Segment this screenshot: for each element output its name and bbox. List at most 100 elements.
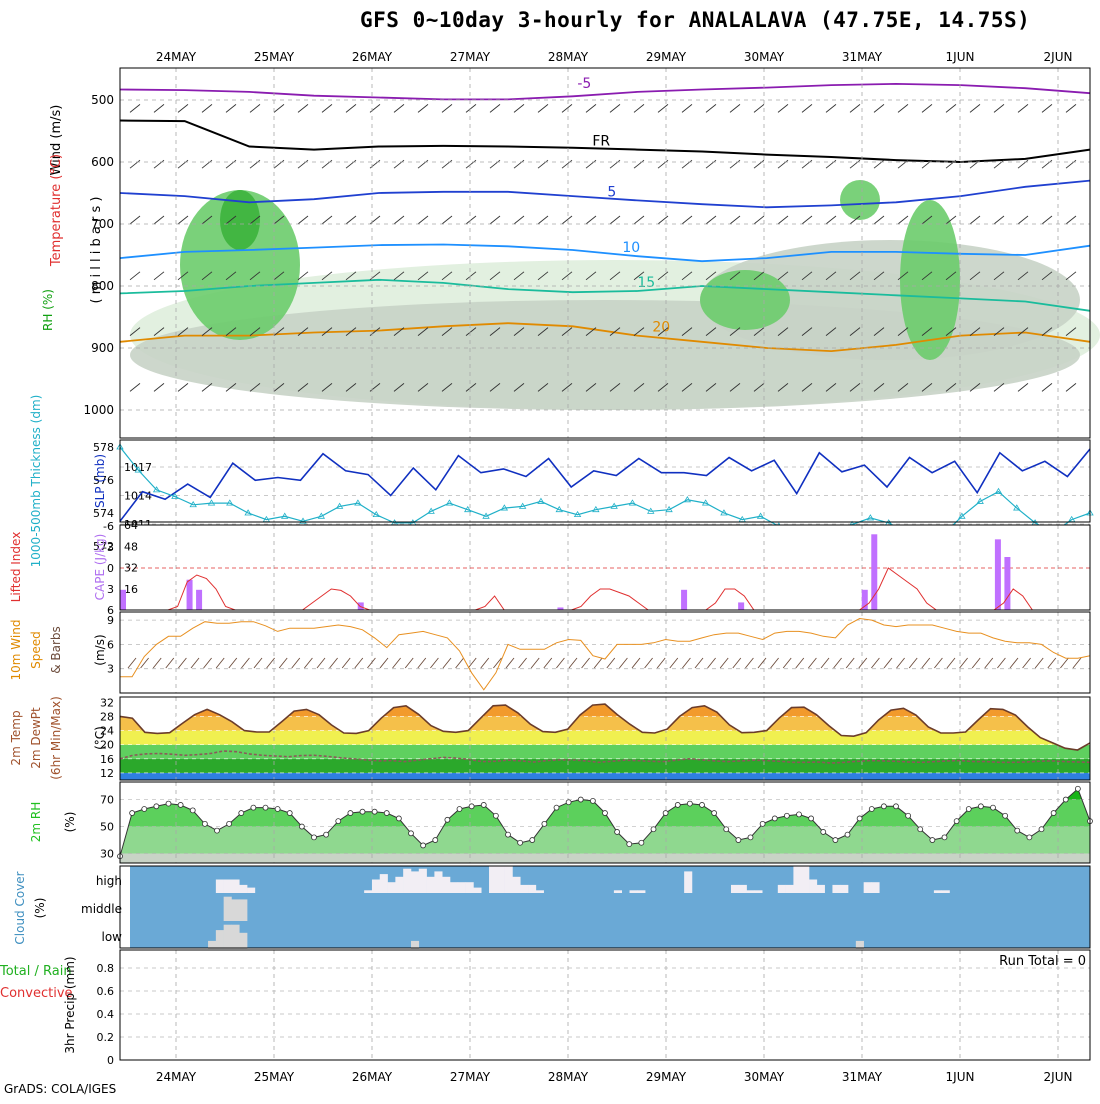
wind-barb <box>249 271 261 281</box>
cloud-cell <box>208 940 217 949</box>
rh-point <box>189 807 196 814</box>
date-label-bottom: 1JUN <box>946 1070 975 1084</box>
thickness-point <box>720 509 728 516</box>
wind-barb <box>537 104 549 113</box>
surface-wind-barb <box>404 657 414 669</box>
surface-wind-barb <box>505 657 515 669</box>
thickness-point <box>171 492 179 499</box>
cloud-cell <box>418 868 427 893</box>
rh-point <box>1014 827 1021 834</box>
rh-point <box>432 837 439 843</box>
wind-barb <box>729 327 741 336</box>
wind-barb <box>537 215 549 225</box>
axis-label-cape: CAPE (J/kg) <box>93 534 107 601</box>
wind-barb <box>465 159 477 169</box>
thickness-point <box>610 502 618 509</box>
wind-barb <box>753 383 765 392</box>
wind-barb <box>321 104 333 113</box>
cloud-cell <box>387 882 396 893</box>
temperature-frame <box>119 696 1091 781</box>
temperature-band <box>120 744 1090 759</box>
wind-barb <box>561 215 573 225</box>
wind-barb <box>969 215 981 225</box>
surface-wind-barb <box>820 657 830 669</box>
date-label-bottom: 2JUN <box>1044 1070 1073 1084</box>
date-label-bottom: 29MAY <box>646 1070 687 1084</box>
cape-bar <box>186 579 193 610</box>
wind-barb <box>993 104 1005 113</box>
wind-barb <box>393 327 405 336</box>
surface-wind-barb <box>367 657 376 669</box>
wind-barb <box>465 215 477 225</box>
wind-barb <box>1017 383 1029 392</box>
axis-label-slp: SLP (mb) <box>93 454 107 508</box>
cape-frame <box>119 524 1091 611</box>
chart-title: GFS 0~10day 3-hourly for ANALALAVA (47.7… <box>360 8 1031 32</box>
rh-point <box>371 808 378 815</box>
axis-label-dewpt: 2m DewPt <box>29 707 43 769</box>
wind-barb <box>273 271 285 281</box>
isotherm-line <box>119 322 1091 353</box>
isotherm-label: 5 <box>607 184 616 200</box>
wind-barb <box>1017 159 1029 169</box>
rh-green-region <box>900 200 960 360</box>
wind-barb <box>849 215 861 225</box>
wind-barb <box>249 159 261 169</box>
cape-bar <box>557 607 564 610</box>
axis-label-rh2m: 2m RH <box>29 802 43 843</box>
cloud-cell <box>223 879 232 893</box>
wind-barb <box>129 215 141 225</box>
rh-dark-green-region <box>220 190 260 250</box>
wind-barb <box>201 215 213 225</box>
wind-barb <box>201 104 213 113</box>
temperature-tick-label: 16 <box>100 753 114 766</box>
rh-tick-label: 50 <box>100 821 114 834</box>
wind-barb <box>1065 383 1077 392</box>
surface-wind-barb <box>455 657 464 669</box>
thickness-point <box>464 505 472 513</box>
date-label-bottom: 31MAY <box>842 1070 883 1084</box>
rh-point <box>990 804 996 811</box>
rh-point <box>577 796 584 803</box>
wind-barb <box>153 104 165 113</box>
wind-barb <box>489 215 501 225</box>
surface-wind-barb <box>971 657 981 669</box>
surface-wind-barb <box>354 657 364 669</box>
cloud-cell <box>371 879 381 893</box>
wind-barb <box>177 159 189 169</box>
axis-label-rh: RH (%) <box>41 289 55 331</box>
wind-barb <box>1065 104 1077 113</box>
wind-barb <box>825 383 837 392</box>
wind-barb <box>585 327 597 336</box>
wind-barb <box>513 215 525 225</box>
wind-barb <box>897 104 909 113</box>
temperature-mask <box>120 697 1090 750</box>
isotherm-line <box>119 278 1091 312</box>
wind-barb <box>753 159 765 169</box>
rh-point <box>735 837 742 843</box>
wind-barb <box>273 383 285 392</box>
thickness-point <box>299 517 307 524</box>
wind-barb <box>705 104 717 113</box>
wind-barb <box>441 383 453 392</box>
dewpoint-line <box>119 750 1091 764</box>
wind-barb <box>681 271 693 281</box>
wind-barb <box>345 271 357 281</box>
axis-label-cloud: Cloud Cover <box>13 871 27 944</box>
wind-barb <box>921 271 933 281</box>
thickness-point <box>500 504 509 511</box>
surface-wind-barb <box>858 657 868 669</box>
wind-barb <box>681 383 693 392</box>
precip-tick-label: 0 <box>107 1054 114 1067</box>
surface-wind-barb <box>707 657 716 669</box>
rh-point <box>796 811 802 818</box>
rh-point <box>844 831 851 838</box>
thickness-point <box>994 487 1003 494</box>
wind-barb <box>849 159 861 169</box>
rh-point <box>541 820 548 827</box>
wind-barb <box>753 271 765 281</box>
rh-point <box>323 831 330 838</box>
surface-wind-barb <box>568 657 578 669</box>
wind-barb <box>513 271 525 281</box>
